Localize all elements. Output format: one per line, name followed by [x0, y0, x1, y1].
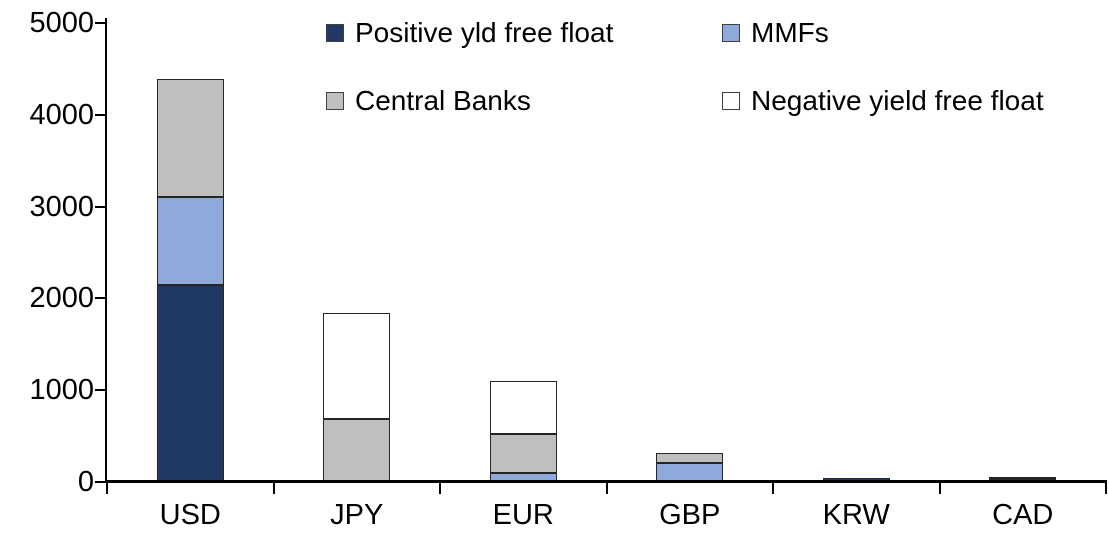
- x-axis-line: [105, 480, 1107, 483]
- y-axis-tick-label: 1000: [29, 374, 94, 407]
- bar-segment-cad-central-banks: [989, 476, 1057, 480]
- y-axis-tick: [95, 389, 106, 392]
- legend-label-positive: Positive yld free float: [355, 17, 614, 48]
- legend-item-negative-yield-free-float: Negative yield free float: [722, 85, 1044, 117]
- y-axis-tick-label: 4000: [29, 98, 94, 131]
- bar-segment-usd-mmfs: [156, 197, 224, 285]
- legend-item-mmfs: MMFs: [722, 17, 829, 49]
- x-axis-tick: [938, 482, 941, 494]
- x-category-label-eur: EUR: [492, 499, 554, 531]
- x-category-label-krw: KRW: [822, 499, 890, 531]
- y-axis-tick-label: 5000: [29, 7, 94, 39]
- y-axis-tick: [95, 297, 106, 300]
- x-category-label-gbp: GBP: [659, 499, 721, 531]
- legend-label-negative: Negative yield free float: [751, 85, 1044, 116]
- x-axis-tick: [605, 482, 608, 494]
- bar-segment-usd-positive: [156, 284, 224, 482]
- bar-segment-eur-central-banks: [489, 434, 557, 473]
- y-axis-tick: [95, 481, 106, 483]
- x-category-label-usd: USD: [159, 499, 221, 531]
- x-axis-tick: [1105, 482, 1107, 494]
- bar-segment-gbp-central-banks: [656, 452, 724, 463]
- bar-segment-eur-negative: [489, 381, 557, 435]
- y-axis-tick-label: 0: [77, 466, 94, 498]
- legend-swatch-icon: [326, 24, 344, 42]
- legend-item-central-banks: Central Banks: [326, 85, 531, 117]
- x-category-label-cad: CAD: [992, 499, 1054, 531]
- legend-swatch-icon: [722, 92, 740, 110]
- y-axis-tick: [95, 113, 106, 116]
- x-axis-tick: [272, 482, 275, 494]
- x-axis-tick: [772, 482, 774, 494]
- legend-item-positive-yld-free-float: Positive yld free float: [326, 17, 613, 49]
- y-axis-tick: [95, 205, 106, 208]
- y-axis-tick-label: 3000: [29, 190, 94, 223]
- y-axis-tick-label: 2000: [29, 282, 94, 315]
- legend-label-central-banks: Central Banks: [355, 85, 531, 116]
- x-category-label-jpy: JPY: [330, 499, 384, 531]
- legend: Positive yld free float MMFs Central Ban…: [0, 0, 1109, 130]
- bar-segment-jpy-central-banks: [323, 418, 391, 482]
- x-axis-tick: [439, 482, 441, 494]
- y-axis-line: [105, 18, 107, 483]
- legend-swatch-icon: [326, 92, 344, 110]
- y-axis-tick: [95, 22, 106, 24]
- legend-label-mmfs: MMFs: [751, 17, 829, 48]
- x-axis-tick: [106, 482, 108, 494]
- bar-segment-usd-central-banks: [156, 79, 224, 198]
- legend-swatch-icon: [722, 24, 740, 42]
- bar-segment-jpy-negative: [323, 313, 391, 419]
